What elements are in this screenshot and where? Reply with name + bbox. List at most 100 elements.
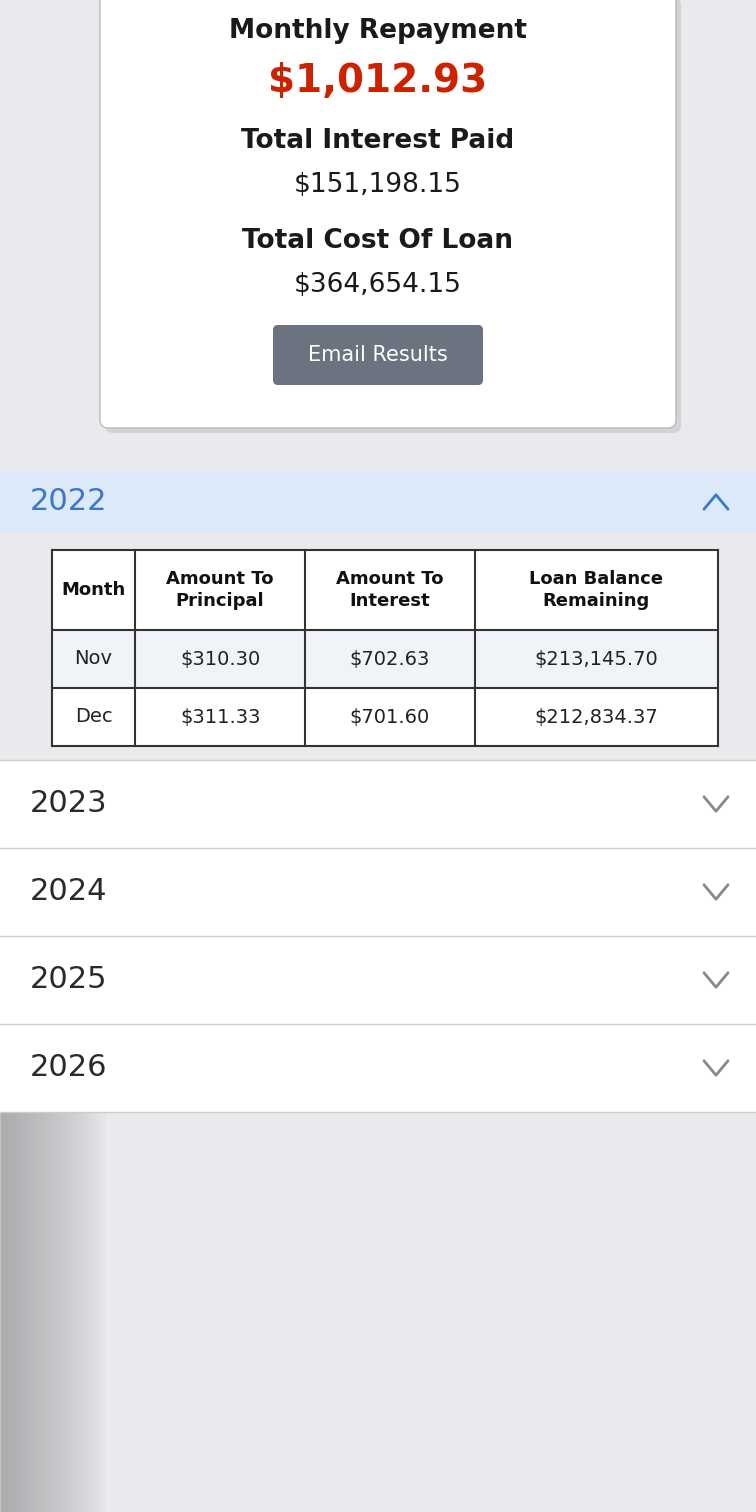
Text: $151,198.15: $151,198.15 [294,172,462,198]
Bar [95,1092,96,1512]
Bar [2,1092,3,1512]
Bar [47,1092,48,1512]
Bar [92,1092,93,1512]
Bar [0,761,756,848]
Bar [0,936,756,1024]
Bar [135,550,305,631]
Text: $364,654.15: $364,654.15 [294,272,462,298]
Bar [99,1092,100,1512]
Bar [18,1092,19,1512]
Bar [103,1092,104,1512]
Bar [54,1092,55,1512]
Bar [0,472,756,532]
Bar [55,1092,56,1512]
Text: 2025: 2025 [30,966,107,995]
Bar [3,1092,4,1512]
Bar [64,1092,65,1512]
Bar [53,1092,54,1512]
Bar [100,1092,101,1512]
Bar [72,1092,73,1512]
Bar [42,1092,43,1512]
Bar [89,1092,90,1512]
Bar [43,1092,44,1512]
Bar [87,1092,88,1512]
Bar [90,1092,91,1512]
Bar [67,1092,68,1512]
Bar [10,1092,11,1512]
Bar [8,1092,9,1512]
Bar [83,1092,84,1512]
Bar [29,1092,30,1512]
Text: $212,834.37: $212,834.37 [534,708,658,726]
Bar [51,1092,52,1512]
Bar [25,1092,26,1512]
Bar [475,631,718,688]
Text: Month: Month [61,581,125,599]
Bar [85,1092,86,1512]
Bar [44,1092,45,1512]
Bar [1,1092,2,1512]
Bar [0,848,756,936]
Text: Amount To
Principal: Amount To Principal [166,570,274,611]
Bar [49,1092,50,1512]
Text: $310.30: $310.30 [180,650,260,668]
Text: 2022: 2022 [30,487,107,517]
Bar [75,1092,76,1512]
Bar [104,1092,105,1512]
Bar [91,1092,92,1512]
Bar [23,1092,24,1512]
Bar [41,1092,42,1512]
Bar [65,1092,66,1512]
Bar [0,1092,1,1512]
Bar [5,1092,6,1512]
Bar [17,1092,18,1512]
FancyBboxPatch shape [273,325,483,386]
Bar [98,1092,99,1512]
Bar [58,1092,59,1512]
Bar [475,550,718,631]
Bar [76,1092,77,1512]
Bar [32,1092,33,1512]
Bar [26,1092,27,1512]
Bar [38,1092,39,1512]
Bar [74,1092,75,1512]
Bar [96,1092,97,1512]
Bar [33,1092,34,1512]
Bar [48,1092,49,1512]
Text: $311.33: $311.33 [180,708,260,726]
Bar [4,1092,5,1512]
Bar [86,1092,87,1512]
Bar [68,1092,69,1512]
Bar [52,631,135,688]
Bar [60,1092,61,1512]
FancyBboxPatch shape [105,0,681,432]
Bar [9,1092,10,1512]
FancyBboxPatch shape [100,0,676,428]
Bar [135,631,305,688]
Bar [82,1092,83,1512]
Bar [305,631,475,688]
Bar [27,1092,28,1512]
Bar [94,1092,95,1512]
Bar [102,1092,103,1512]
Text: Total Interest Paid: Total Interest Paid [241,129,515,154]
Text: $1,012.93: $1,012.93 [268,62,488,100]
Bar [36,1092,37,1512]
Bar [12,1092,13,1512]
Bar [22,1092,23,1512]
Bar [84,1092,85,1512]
Bar [62,1092,63,1512]
Bar [71,1092,72,1512]
Bar [24,1092,25,1512]
Bar [80,1092,81,1512]
Bar [305,550,475,631]
Bar [61,1092,62,1512]
Bar [52,550,135,631]
Bar [70,1092,71,1512]
Bar [97,1092,98,1512]
Bar [20,1092,21,1512]
Bar [77,1092,78,1512]
Bar [52,688,135,745]
Bar [88,1092,89,1512]
Text: Dec: Dec [75,708,113,726]
